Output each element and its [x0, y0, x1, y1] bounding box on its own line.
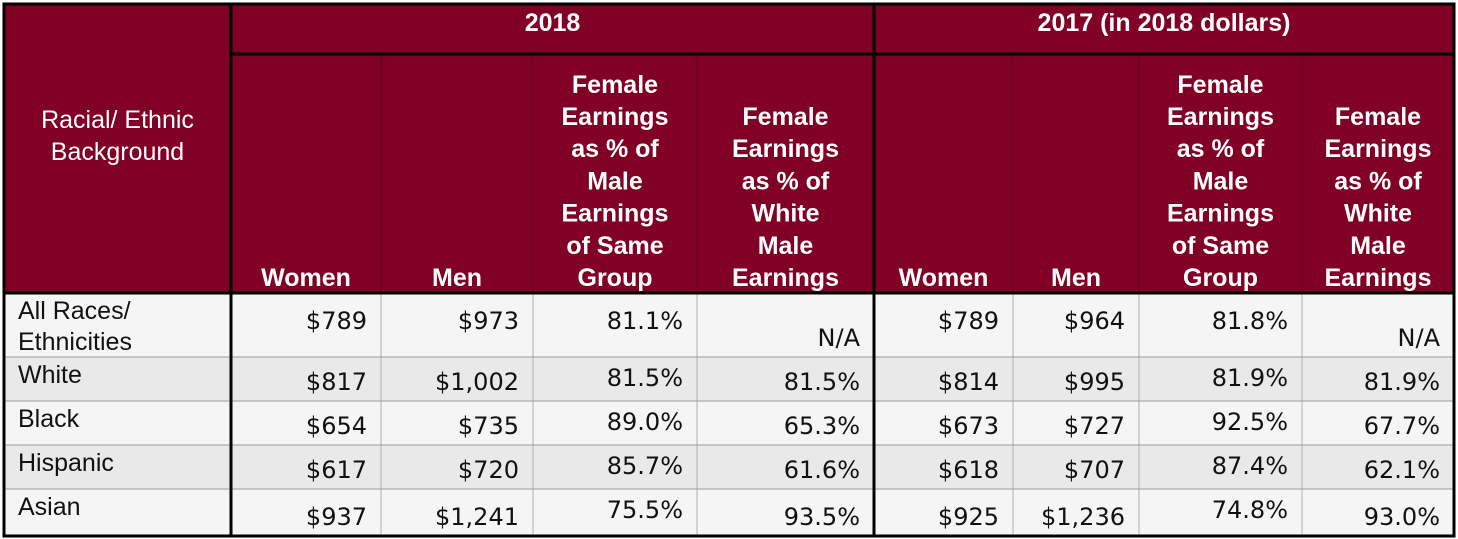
- column-header: Male: [1193, 167, 1249, 195]
- table-cell: $973: [458, 307, 519, 335]
- table-cell: 89.0%: [607, 408, 683, 436]
- column-header: Earnings: [562, 200, 669, 228]
- table-cell: N/A: [818, 324, 861, 352]
- table-cell: 92.5%: [1212, 408, 1288, 436]
- table-cell: 81.8%: [1212, 307, 1288, 335]
- table-cell: N/A: [1398, 324, 1441, 352]
- column-header: Earnings: [732, 264, 839, 292]
- table-cell: 81.5%: [784, 368, 860, 396]
- table-cell: $735: [458, 412, 519, 440]
- column-header: as % of: [571, 135, 659, 163]
- table-cell: $789: [938, 307, 999, 335]
- row-label: All Races/: [18, 297, 131, 325]
- table-cell: $995: [1064, 368, 1125, 396]
- table-cell: 81.5%: [607, 364, 683, 392]
- column-header: of Same: [1172, 232, 1269, 260]
- group-header: 2018: [525, 9, 581, 37]
- table-cell: $707: [1064, 456, 1125, 484]
- table-cell: $727: [1064, 412, 1125, 440]
- table-cell: $964: [1064, 307, 1125, 335]
- column-header: White: [751, 200, 819, 228]
- table-cell: 81.9%: [1212, 364, 1288, 392]
- column-header: Earnings: [1167, 200, 1274, 228]
- table-cell: 61.6%: [784, 456, 860, 484]
- table-cell: $618: [938, 456, 999, 484]
- column-header: Female: [1177, 71, 1263, 99]
- header-background: [4, 4, 1454, 293]
- table-cell: $817: [306, 368, 367, 396]
- row-label: Black: [18, 405, 80, 433]
- table-cell: 81.1%: [607, 307, 683, 335]
- table-cell: $673: [938, 412, 999, 440]
- row-background: [4, 401, 1454, 445]
- table-cell: $814: [938, 368, 999, 396]
- table-cell: 62.1%: [1364, 456, 1440, 484]
- row-background: [4, 489, 1454, 536]
- row-label: White: [18, 361, 82, 389]
- row-background: [4, 445, 1454, 489]
- column-header: of Same: [566, 232, 663, 260]
- column-header: Earnings: [1325, 135, 1432, 163]
- row-label: Asian: [18, 493, 81, 521]
- table-cell: 81.9%: [1364, 368, 1440, 396]
- column-header: Male: [1350, 232, 1406, 260]
- table-cell: $1,002: [435, 368, 519, 396]
- row-header-label: Background: [51, 138, 184, 166]
- column-header: Men: [432, 264, 482, 292]
- row-label: Ethnicities: [18, 328, 132, 356]
- table-cell: 67.7%: [1364, 412, 1440, 440]
- column-header: Group: [578, 264, 653, 292]
- table-cell: 93.0%: [1364, 503, 1440, 531]
- table-cell: $720: [458, 456, 519, 484]
- column-header: Male: [758, 232, 814, 260]
- table-cell: 87.4%: [1212, 452, 1288, 480]
- table-cell: $654: [306, 412, 367, 440]
- table-cell: $925: [938, 503, 999, 531]
- table-cell: $789: [306, 307, 367, 335]
- column-header: Women: [899, 264, 989, 292]
- column-header: Earnings: [1325, 264, 1432, 292]
- column-header: Female: [1335, 103, 1421, 131]
- table-cell: 93.5%: [784, 503, 860, 531]
- table-cell: $617: [306, 456, 367, 484]
- row-header-label: Racial/ Ethnic: [41, 106, 194, 134]
- column-header: Women: [261, 264, 351, 292]
- column-header: Men: [1051, 264, 1101, 292]
- column-header: as % of: [1334, 167, 1422, 195]
- table-cell: $1,241: [435, 503, 519, 531]
- column-header: Male: [587, 167, 643, 195]
- column-header: as % of: [742, 167, 830, 195]
- table-cell: $1,236: [1041, 503, 1125, 531]
- row-background: [4, 357, 1454, 401]
- column-header: Female: [572, 71, 658, 99]
- row-background: [4, 293, 1454, 357]
- column-header: White: [1344, 200, 1412, 228]
- column-header: as % of: [1177, 135, 1265, 163]
- row-label: Hispanic: [18, 449, 114, 477]
- column-header: Earnings: [732, 135, 839, 163]
- table-cell: 75.5%: [607, 496, 683, 524]
- column-header: Earnings: [562, 103, 669, 131]
- table-cell: 74.8%: [1212, 496, 1288, 524]
- column-header: Female: [742, 103, 828, 131]
- group-header: 2017 (in 2018 dollars): [1038, 9, 1291, 37]
- column-header: Earnings: [1167, 103, 1274, 131]
- table-cell: $937: [306, 503, 367, 531]
- column-header: Group: [1183, 264, 1258, 292]
- table-cell: 65.3%: [784, 412, 860, 440]
- table-cell: 85.7%: [607, 452, 683, 480]
